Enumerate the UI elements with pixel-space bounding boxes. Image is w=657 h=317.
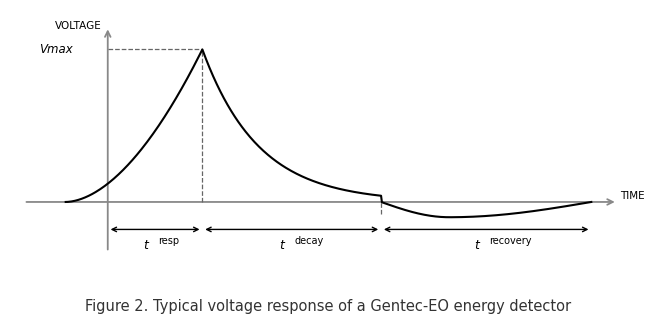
Text: Vmax: Vmax [39,43,73,56]
Text: $t$: $t$ [474,239,481,252]
Text: decay: decay [294,236,324,246]
Text: recovery: recovery [489,236,532,246]
Text: $t$: $t$ [143,239,150,252]
Text: $t$: $t$ [279,239,286,252]
Text: resp: resp [158,236,179,246]
Text: VOLTAGE: VOLTAGE [55,21,102,31]
Text: Figure 2. Typical voltage response of a Gentec-EO energy detector: Figure 2. Typical voltage response of a … [85,299,572,314]
Text: TIME: TIME [620,191,645,201]
